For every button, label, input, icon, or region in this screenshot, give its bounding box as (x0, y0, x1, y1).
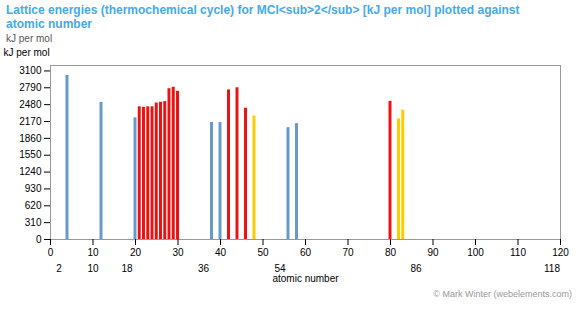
svg-text:80: 80 (385, 247, 397, 258)
svg-text:930: 930 (25, 183, 42, 194)
svg-text:atomic number: atomic number (272, 273, 339, 284)
svg-text:10: 10 (87, 247, 99, 258)
svg-text:0: 0 (36, 234, 42, 245)
svg-text:36: 36 (198, 263, 210, 274)
svg-text:kJ per mol: kJ per mol (4, 47, 50, 58)
svg-text:2: 2 (56, 263, 62, 274)
svg-text:110: 110 (510, 247, 526, 258)
svg-text:50: 50 (257, 247, 269, 258)
svg-text:310: 310 (25, 217, 42, 228)
html-text:© Mark Winter (webelements.com: © Mark Winter (webelements.com) (433, 289, 572, 299)
html-text:Lattice energies (thermochemic: Lattice energies (thermochemical cycle) … (6, 3, 520, 17)
html-text:atomic number: atomic number (6, 17, 92, 31)
svg-text:2170: 2170 (19, 116, 42, 127)
svg-text:118: 118 (544, 263, 560, 274)
svg-text:3100: 3100 (19, 65, 42, 76)
svg-text:10: 10 (87, 263, 99, 274)
svg-text:1550: 1550 (19, 149, 42, 160)
svg-text:1860: 1860 (19, 133, 42, 144)
svg-text:90: 90 (427, 247, 439, 258)
svg-text:40: 40 (215, 247, 227, 258)
svg-text:70: 70 (342, 247, 354, 258)
svg-text:18: 18 (121, 263, 133, 274)
svg-text:2790: 2790 (19, 82, 42, 93)
svg-text:100: 100 (467, 247, 484, 258)
svg-text:30: 30 (172, 247, 184, 258)
svg-text:86: 86 (410, 263, 422, 274)
svg-text:0: 0 (48, 247, 54, 258)
html-text:kJ per mol: kJ per mol (6, 33, 53, 44)
svg-text:20: 20 (130, 247, 142, 258)
svg-text:60: 60 (300, 247, 312, 258)
svg-text:120: 120 (552, 247, 569, 258)
svg-text:2480: 2480 (19, 99, 42, 110)
svg-text:620: 620 (25, 200, 42, 211)
svg-text:1240: 1240 (19, 166, 42, 177)
svg-text:54: 54 (274, 263, 286, 274)
